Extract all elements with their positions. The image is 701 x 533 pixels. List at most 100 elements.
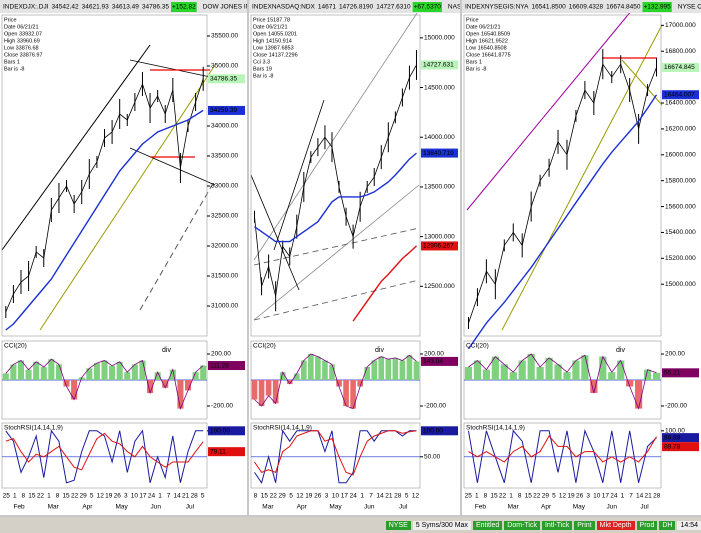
info-text: Open 14055.0201 (253, 31, 297, 37)
cci-bar (635, 380, 643, 409)
info-text: High 16621.9522 (466, 38, 508, 44)
y-tick-label: 32000.00 (211, 243, 238, 250)
info-text: Bars 19 (253, 66, 272, 72)
header-text: 16674.8450 (606, 4, 641, 11)
cci-bar (500, 364, 508, 380)
value-flag-label: 88.78 (664, 443, 681, 450)
change-box (412, 2, 442, 12)
cci-bar (329, 364, 335, 380)
cci-bar (315, 356, 321, 380)
cci-bar (554, 364, 562, 380)
info-text: Low 16540.8508 (466, 45, 507, 51)
x-tick-label: 17 (139, 493, 147, 500)
cci-line (5, 358, 204, 410)
x-month-label: May (329, 504, 342, 511)
cci-bar (617, 360, 625, 380)
x-month-label: Apr (82, 504, 93, 511)
x-month-label: Apr (297, 504, 308, 511)
info-text: Open 16540.8509 (466, 31, 510, 37)
cci-bar (293, 373, 300, 380)
header-text: 34542.42 (52, 4, 79, 11)
x-month-label: Jun (607, 504, 618, 511)
cci-bar (482, 369, 490, 380)
trend-line (139, 179, 216, 311)
info-text: Cci 3.3 (253, 59, 270, 65)
info-text: Close 33876.97 (4, 52, 43, 58)
x-tick-label: 5 (201, 493, 205, 500)
y-tick-label: 33000.00 (211, 183, 238, 190)
x-tick-label: 12 (97, 493, 105, 500)
cci-bar (509, 372, 517, 380)
info-text: High 14150.914 (253, 38, 292, 44)
header-text: +132.995 (643, 4, 671, 11)
y-tick-label: 17000.000 (665, 22, 696, 29)
x-month-label: Jul (399, 504, 408, 511)
y-tick-label: 14000.000 (424, 134, 455, 141)
chart-window[interactable]: INDEXNASDAQ:NDX 14671 14726.8190 14727.6310… (249, 0, 460, 515)
x-tick-label: 7 (629, 493, 633, 500)
cci-bar (322, 360, 328, 380)
x-tick-label: 21 (385, 493, 393, 500)
chart-window[interactable]: INDEXNYSEGIS:NYA 16541.8500 16609.4328 1667… (462, 0, 701, 515)
cci-bar (527, 354, 535, 380)
pane-border (1, 422, 208, 489)
cci-bar (371, 360, 378, 380)
x-tick-label: 7 (369, 493, 373, 500)
trend-line (273, 99, 325, 251)
info-text: High 33960.69 (4, 38, 40, 44)
x-tick-label: 28 (191, 493, 199, 500)
header-text: 34613.49 (112, 4, 139, 11)
price-line (468, 63, 657, 324)
y-tick-label: 12500.000 (424, 283, 455, 290)
cci-bar (473, 360, 482, 380)
cci-bar (300, 360, 307, 380)
x-tick-label: 22 (71, 493, 79, 500)
cci-bar (63, 380, 70, 387)
cci-bar (286, 380, 293, 384)
x-month-label: Mar (508, 504, 520, 511)
header-text: +152.82 (172, 4, 196, 11)
y-tick-label: 15200.000 (665, 255, 696, 262)
value-flag-label: 143.04 (423, 358, 443, 365)
pane-title: StochRSI(14,14,1,9) (4, 425, 63, 432)
pane-border (463, 14, 662, 337)
cci-bar (192, 372, 199, 380)
cci-bar (109, 365, 116, 380)
value-flag (421, 356, 458, 366)
x-tick-label: 26 (314, 493, 322, 500)
annotation: div (616, 347, 625, 354)
cci-bar (413, 361, 420, 380)
value-flag (208, 426, 245, 436)
x-tick-label: 22 (270, 493, 278, 500)
x-tick-label: 3 (586, 493, 590, 500)
cci-bar (86, 368, 93, 380)
x-tick-label: 22 (499, 493, 507, 500)
x-month-label: May (573, 504, 586, 511)
x-month-label: Jul (186, 504, 195, 511)
title-bar (462, 0, 701, 13)
x-tick-label: 29 (80, 493, 88, 500)
moving-average-long (352, 245, 417, 322)
cci-bar (40, 367, 47, 380)
cci-bar (308, 354, 314, 380)
cci-bar (572, 360, 580, 380)
cci-bar (184, 380, 192, 391)
y-tick-label: 50.00 (424, 454, 441, 461)
y-tick-label: -200.00 (424, 403, 446, 410)
value-flag (421, 426, 458, 436)
cci-bar (272, 380, 279, 404)
cci-bar (17, 360, 25, 380)
x-tick-label: 1 (621, 493, 625, 500)
pane-border (250, 14, 421, 337)
header-text: INDEXDJX:.DJI (3, 4, 49, 11)
x-tick-label: 14 (376, 493, 384, 500)
chart-window[interactable]: INDEXDJX:.DJI 34542.42 34621.93 34613.49 347… (0, 0, 247, 515)
trend-line (250, 174, 300, 291)
x-tick-label: 12 (559, 493, 567, 500)
value-flag (662, 442, 699, 452)
y-tick-label: 200.00 (665, 351, 685, 358)
y-tick-label: 16200.000 (665, 126, 696, 133)
cci-bar (378, 356, 385, 380)
cci-bar (491, 356, 499, 380)
y-tick-label: 200.00 (211, 351, 231, 358)
